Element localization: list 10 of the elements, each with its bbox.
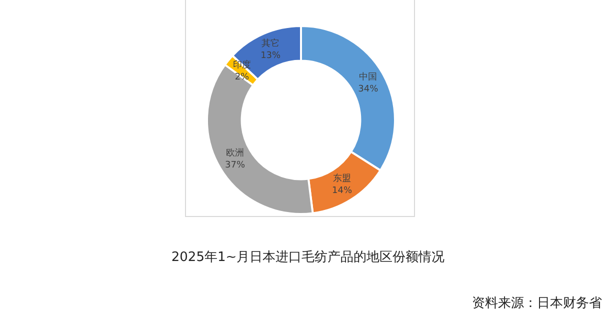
slice-label: 欧洲 <box>226 147 244 158</box>
data-label: 13% <box>260 51 282 62</box>
text: 2025年1~月日本进口毛纺产品的地区份额情况 <box>170 249 446 266</box>
slice-label: 东盟 <box>333 173 352 184</box>
data-label: 14% <box>332 186 352 196</box>
data-label: 37% <box>225 160 246 170</box>
slice-label: 中国 <box>359 71 378 82</box>
text: 资料来源：日本财务省 <box>472 295 602 312</box>
data-label: 34% <box>358 84 379 94</box>
slice-label: 其它 <box>262 38 280 50</box>
